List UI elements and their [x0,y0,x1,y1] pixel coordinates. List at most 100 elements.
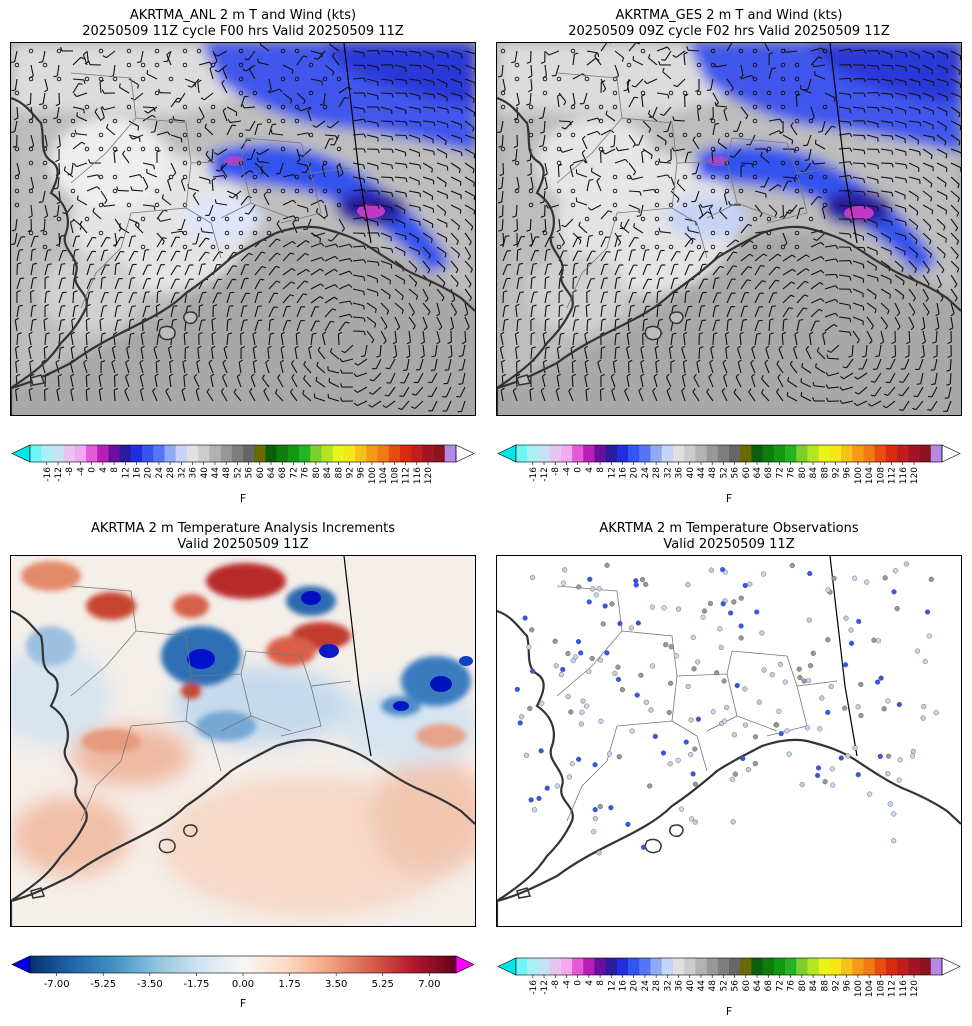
calm-wind-marker [98,48,104,54]
wind-barb [259,43,270,52]
wind-barb-flag [849,161,853,166]
wind-barb-flag [905,95,907,100]
wind-barb [302,148,312,157]
wind-barb [641,96,644,108]
wind-barb [540,390,546,402]
wind-barb [464,232,472,243]
wind-barb [436,78,448,85]
wind-barb [674,148,686,152]
colorbar-tick-label: 7.00 [418,979,440,990]
wind-barb-flag [53,215,58,218]
wind-barb-flag [32,276,38,279]
wind-barb [252,334,256,346]
wind-barb-flag [405,121,408,126]
wind-barb-flag [297,107,302,112]
wind-barb [768,118,780,122]
wind-barb-flag [448,355,453,359]
observation-point [668,644,674,650]
wind-barb [210,376,214,388]
wind-barb [684,232,694,242]
wind-barb-flag [887,310,890,315]
wind-barb-flag [292,241,296,245]
wind-barb [422,162,433,170]
wind-barb [936,204,947,211]
calm-wind-marker [112,174,118,180]
colorbar-tick-label: 1.75 [278,979,300,990]
wind-barb [530,347,533,360]
wind-barb [800,381,812,388]
wind-barb [740,162,753,165]
wind-barb-flag [197,345,202,349]
wind-barb-flag [392,341,397,345]
wind-barb-flag [363,118,367,123]
wind-barb-flag [348,284,353,288]
wind-barb [712,333,715,346]
wind-barb-flag [319,268,324,272]
wind-barb-flag [296,159,301,163]
wind-barb [628,278,633,290]
wind-barb-flag [930,183,933,188]
wind-barb-flag [209,65,214,69]
wind-barb-flag [559,290,564,293]
calm-wind-marker [126,146,132,152]
calm-wind-marker [98,76,104,82]
colorbar-tick-label: 48 [708,980,718,992]
wind-barb-flag [958,113,961,118]
colorbar-swatch [863,445,876,462]
wind-barb [464,274,472,285]
calm-wind-marker [112,146,118,152]
wind-barb [153,348,158,360]
wind-barb-flag [210,373,215,377]
wind-barb [726,292,733,304]
observation-point [797,674,803,681]
wind-barb [632,176,644,181]
wind-barb [357,386,368,393]
wind-barb [140,348,144,360]
wind-barb-flag [958,70,961,75]
observation-point [519,714,525,720]
wind-barb [394,260,405,268]
wind-barb [922,316,926,328]
colorbar-swatch [310,445,322,462]
wind-barb-flag [468,297,472,302]
wind-barb [908,78,920,83]
calm-wind-marker [252,216,258,222]
wind-barb [406,358,410,370]
calm-wind-marker [710,188,716,194]
wind-barb [922,162,934,168]
wind-barb-flag [776,388,780,393]
colorbar-swatch [355,445,367,462]
wind-barb-flag [99,317,104,321]
wind-barb-flag [327,239,332,242]
colorbar-swatch [30,445,42,462]
wind-barb [586,278,592,290]
wind-barb [642,278,649,290]
wind-barb [684,264,690,276]
wind-barb-flag [793,149,796,154]
wind-barb [394,274,405,281]
wind-barb [70,334,74,346]
wind-barb [585,389,588,402]
wind-barb [740,266,749,276]
wind-barb-flag [461,341,466,345]
colorbar-swatch [549,445,562,462]
wind-barb-flag [411,312,415,316]
wind-barb-flag [464,313,469,317]
wind-barb-flag [891,163,894,168]
wind-barb [338,258,350,262]
wind-barb [726,251,734,262]
wind-barb-flag [834,312,839,317]
wind-barb [670,292,675,304]
wind-barb-flag [945,238,947,243]
wind-barb [70,348,74,360]
wind-barb-flag [303,375,306,380]
wind-barb [310,320,317,332]
wind-barb [626,82,630,94]
wind-barb [572,320,576,332]
wind-barb-flag [503,290,508,293]
wind-barb-flag [513,229,518,233]
wind-barb [764,43,770,52]
wind-barb [740,253,750,262]
calm-wind-marker [308,188,314,194]
wind-barb [936,106,948,113]
